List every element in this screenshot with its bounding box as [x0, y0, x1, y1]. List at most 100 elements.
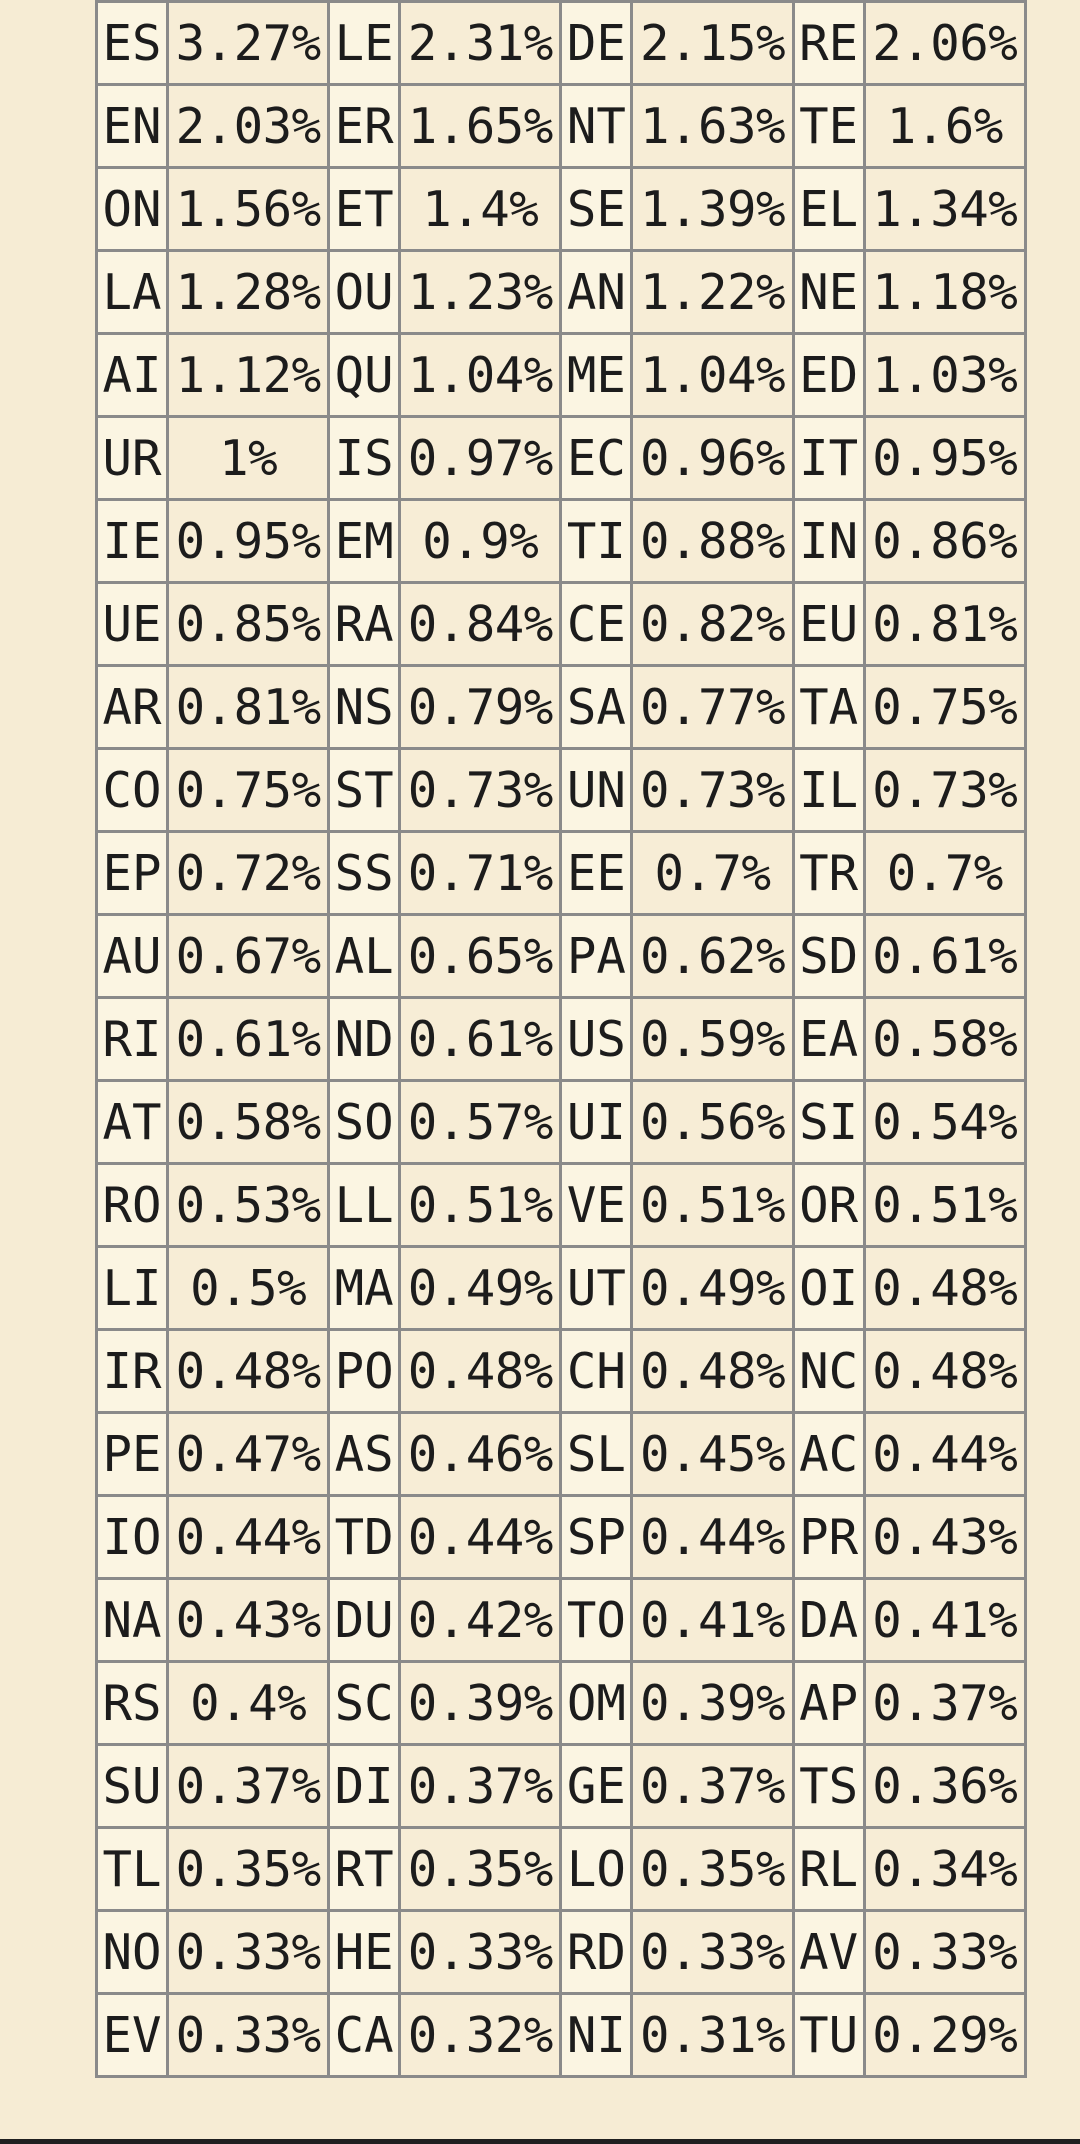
bigram-cell: AC [791, 1411, 866, 1497]
frequency-cell: 0.4% [165, 1660, 331, 1746]
bigram-cell: SL [559, 1411, 634, 1497]
table-row: EP 0.72% SS 0.71% EE 0.7% TR 0.7% [95, 830, 1028, 916]
frequency-cell: 0.84% [398, 581, 563, 667]
bigram-cell: SD [791, 913, 866, 999]
bigram-cell: PE [95, 1411, 169, 1497]
bigram-cell: IN [791, 498, 866, 584]
frequency-cell: 0.51% [398, 1162, 563, 1248]
table-row: CO 0.75% ST 0.73% UN 0.73% IL 0.73% [95, 747, 1028, 833]
frequency-cell: 1.65% [398, 83, 563, 169]
bigram-cell: IS [327, 415, 402, 501]
bigram-cell: IO [95, 1494, 169, 1580]
bigram-cell: UT [559, 1245, 634, 1331]
bigram-cell: SI [791, 1079, 866, 1165]
frequency-cell: 0.43% [165, 1577, 331, 1663]
table-row: NO 0.33% HE 0.33% RD 0.33% AV 0.33% [95, 1909, 1028, 1995]
frequency-cell: 1.12% [165, 332, 331, 418]
frequency-cell: 1.28% [165, 249, 331, 335]
bigram-cell: TD [327, 1494, 402, 1580]
table-row: RO 0.53% LL 0.51% VE 0.51% OR 0.51% [95, 1162, 1028, 1248]
bigram-cell: EL [791, 166, 866, 252]
frequency-cell: 0.65% [398, 913, 563, 999]
bigram-cell: CH [559, 1328, 634, 1414]
bigram-cell: LL [327, 1162, 402, 1248]
bigram-cell: RA [327, 581, 402, 667]
bigram-cell: TO [559, 1577, 634, 1663]
bigram-cell: ST [327, 747, 402, 833]
frequency-cell: 1.04% [630, 332, 795, 418]
frequency-cell: 0.72% [165, 830, 331, 916]
bigram-cell: AU [95, 913, 169, 999]
bigram-cell: DI [327, 1743, 402, 1829]
frequency-cell: 1.34% [862, 166, 1028, 252]
frequency-cell: 0.61% [398, 996, 563, 1082]
frequency-cell: 0.73% [862, 747, 1028, 833]
bigram-cell: LA [95, 249, 169, 335]
bigram-cell: CE [559, 581, 634, 667]
frequency-cell: 0.44% [165, 1494, 331, 1580]
bigram-cell: DE [559, 0, 634, 86]
frequency-cell: 0.48% [630, 1328, 795, 1414]
bigram-frequency-table: ES 3.27% LE 2.31% DE 2.15% RE 2.06% EN 2.03% ER 1.6… [95, 0, 1028, 2078]
bigram-cell: US [559, 996, 634, 1082]
frequency-cell: 0.32% [398, 1992, 563, 2078]
bigram-cell: SP [559, 1494, 634, 1580]
frequency-cell: 0.56% [630, 1079, 795, 1165]
bigram-cell: PR [791, 1494, 866, 1580]
frequency-cell: 1.63% [630, 83, 795, 169]
frequency-cell: 0.42% [398, 1577, 563, 1663]
frequency-cell: 0.54% [862, 1079, 1028, 1165]
frequency-cell: 0.61% [165, 996, 331, 1082]
bigram-cell: AT [95, 1079, 169, 1165]
bigram-cell: ON [95, 166, 169, 252]
frequency-cell: 0.48% [398, 1328, 563, 1414]
bigram-cell: SU [95, 1743, 169, 1829]
frequency-cell: 0.95% [165, 498, 331, 584]
frequency-cell: 2.06% [862, 0, 1028, 86]
frequency-cell: 1.56% [165, 166, 331, 252]
bigram-cell: OR [791, 1162, 866, 1248]
frequency-cell: 0.31% [630, 1992, 795, 2078]
frequency-cell: 0.57% [398, 1079, 563, 1165]
frequency-cell: 0.49% [398, 1245, 563, 1331]
bigram-cell: EN [95, 83, 169, 169]
bigram-cell: DA [791, 1577, 866, 1663]
frequency-cell: 0.33% [398, 1909, 563, 1995]
bigram-cell: EC [559, 415, 634, 501]
bigram-cell: RT [327, 1826, 402, 1912]
frequency-cell: 1.04% [398, 332, 563, 418]
bigram-cell: ET [327, 166, 402, 252]
frequency-cell: 0.81% [165, 664, 331, 750]
table-row: UR 1% IS 0.97% EC 0.96% IT 0.95% [95, 415, 1028, 501]
bigram-cell: TR [791, 830, 866, 916]
bigram-table-body: ES 3.27% LE 2.31% DE 2.15% RE 2.06% EN 2.03% ER 1.6… [95, 0, 1028, 2078]
frequency-cell: 0.41% [630, 1577, 795, 1663]
bigram-cell: AN [559, 249, 634, 335]
bigram-cell: RL [791, 1826, 866, 1912]
frequency-cell: 0.71% [398, 830, 563, 916]
bigram-cell: NC [791, 1328, 866, 1414]
bigram-cell: QU [327, 332, 402, 418]
frequency-cell: 0.82% [630, 581, 795, 667]
frequency-cell: 0.73% [630, 747, 795, 833]
frequency-cell: 0.7% [630, 830, 795, 916]
bigram-cell: SS [327, 830, 402, 916]
bigram-cell: TU [791, 1992, 866, 2078]
bigram-cell: AP [791, 1660, 866, 1746]
bigram-cell: EV [95, 1992, 169, 2078]
bigram-cell: AL [327, 913, 402, 999]
bigram-cell: RS [95, 1660, 169, 1746]
frequency-cell: 0.44% [630, 1494, 795, 1580]
table-row: IR 0.48% PO 0.48% CH 0.48% NC 0.48% [95, 1328, 1028, 1414]
frequency-cell: 1.23% [398, 249, 563, 335]
frequency-cell: 0.39% [630, 1660, 795, 1746]
frequency-cell: 0.51% [862, 1162, 1028, 1248]
table-row: IO 0.44% TD 0.44% SP 0.44% PR 0.43% [95, 1494, 1028, 1580]
frequency-cell: 1.18% [862, 249, 1028, 335]
bigram-cell: AR [95, 664, 169, 750]
frequency-cell: 1.4% [398, 166, 563, 252]
bigram-cell: IL [791, 747, 866, 833]
table-row: UE 0.85% RA 0.84% CE 0.82% EU 0.81% [95, 581, 1028, 667]
bigram-cell: ME [559, 332, 634, 418]
table-row: IE 0.95% EM 0.9% TI 0.88% IN 0.86% [95, 498, 1028, 584]
